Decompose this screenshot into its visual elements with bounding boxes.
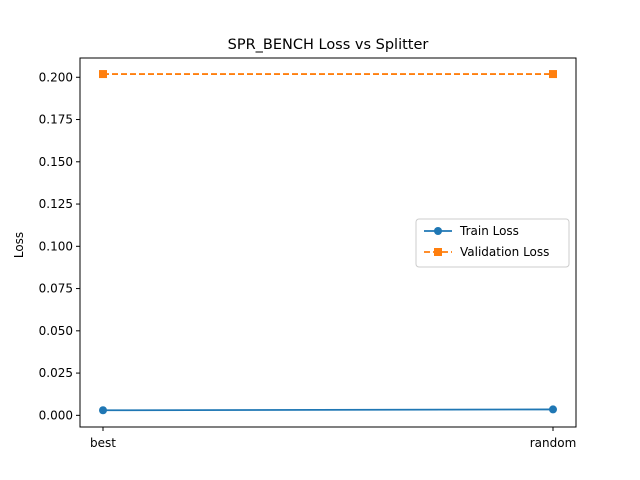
y-tick-label: 0.025 — [39, 366, 73, 380]
y-axis-label: Loss — [12, 232, 26, 258]
data-point — [549, 70, 557, 79]
x-tick-label: best — [90, 436, 116, 450]
legend-label: Train Loss — [459, 224, 519, 238]
x-tick-label: random — [530, 436, 577, 450]
data-point — [99, 406, 107, 415]
y-tick-label: 0.075 — [39, 282, 73, 296]
axis-ticks: 0.000 0.025 0.050 0.075 0.100 0.125 0.150 0.175… — [39, 70, 577, 450]
series-line-1 — [102, 408, 554, 412]
legend-box — [415, 218, 570, 268]
chart-title: SPR_BENCH Loss vs Splitter — [228, 37, 429, 53]
y-tick-label: 0.050 — [39, 324, 73, 338]
legend-marker — [434, 227, 442, 235]
data-point — [549, 405, 557, 414]
legend-label: Validation Loss — [460, 245, 549, 259]
y-tick-label: 0.100 — [39, 239, 73, 253]
y-tick-label: 0.200 — [39, 70, 73, 84]
legend: Train Loss Validation Loss — [415, 218, 570, 268]
axes-frame — [79, 57, 577, 428]
y-tick-label: 0.150 — [39, 155, 73, 169]
plot-area — [99, 70, 557, 415]
y-tick-label: 0.175 — [39, 113, 73, 127]
legend-marker — [434, 248, 442, 256]
data-point — [99, 70, 107, 79]
y-tick-label: 0.000 — [39, 408, 73, 422]
y-tick-label: 0.125 — [39, 197, 73, 211]
